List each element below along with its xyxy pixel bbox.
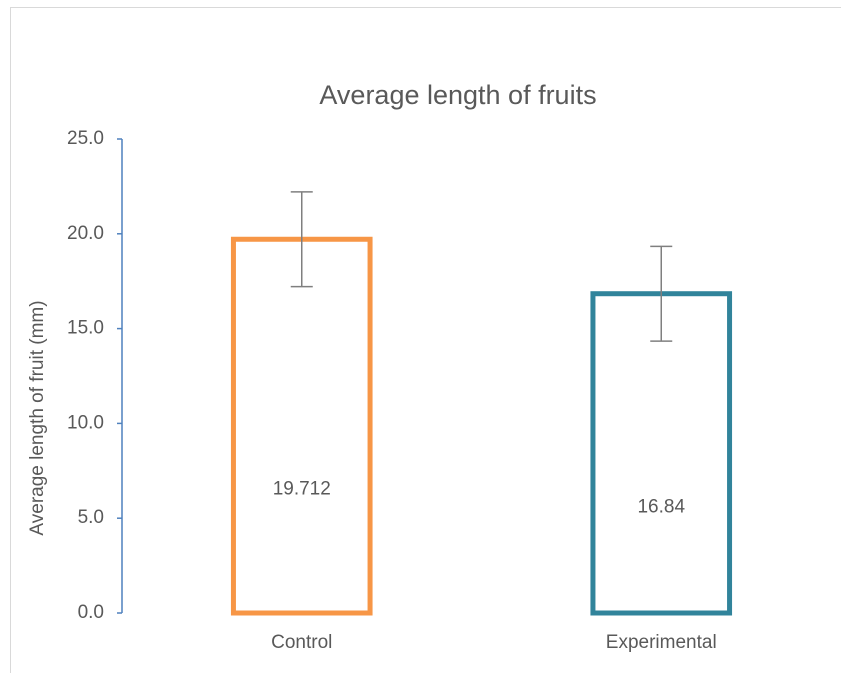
y-tick-label: 5.0	[78, 507, 104, 528]
y-axis-label: Average length of fruit (mm)	[27, 300, 48, 535]
bar	[230, 236, 373, 616]
y-tick-label: 25.0	[67, 128, 104, 149]
y-tick-label: 10.0	[67, 412, 104, 433]
x-tick-label: Control	[271, 632, 332, 653]
x-tick-label: Experimental	[606, 632, 717, 653]
chart-title: Average length of fruits	[319, 80, 596, 110]
y-tick-label: 0.0	[78, 602, 104, 623]
chart-frame	[10, 7, 841, 673]
data-label: 16.84	[637, 497, 685, 518]
data-label: 19.712	[273, 479, 331, 500]
y-tick-label: 20.0	[67, 223, 104, 244]
y-tick-label: 15.0	[67, 318, 104, 339]
